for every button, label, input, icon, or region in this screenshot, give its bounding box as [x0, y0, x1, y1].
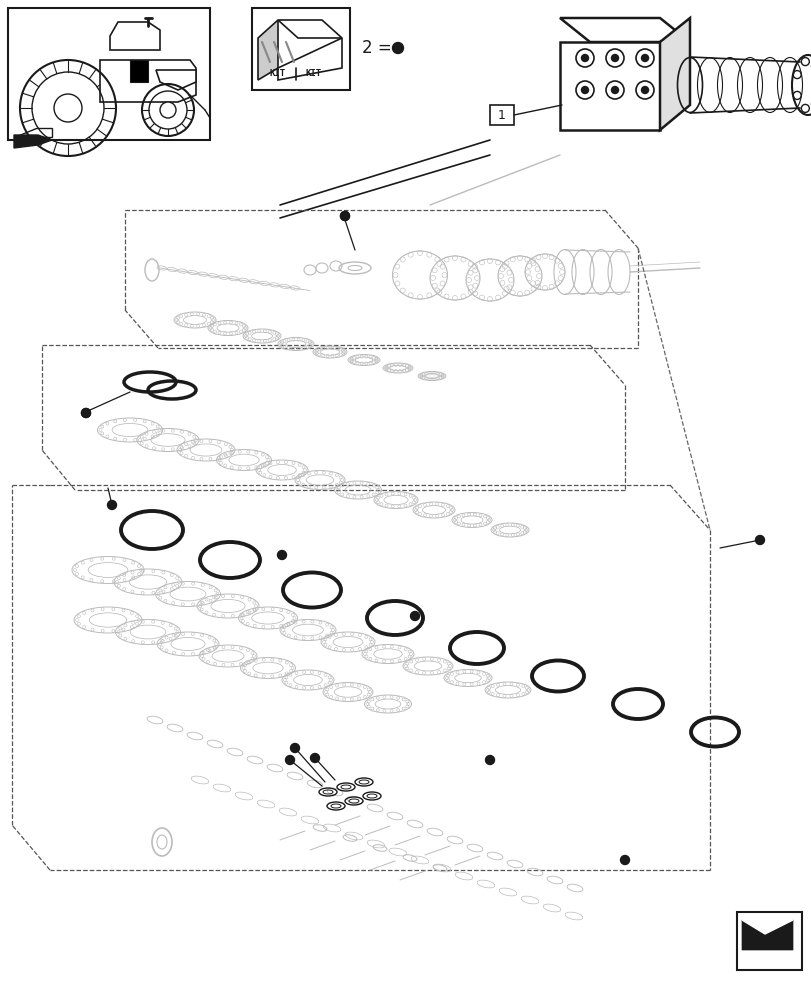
Polygon shape — [156, 70, 195, 90]
Circle shape — [611, 87, 618, 94]
Polygon shape — [14, 135, 52, 148]
Circle shape — [290, 743, 299, 752]
Bar — [8, 8, 210, 140]
Bar — [489, 105, 513, 125]
Polygon shape — [659, 18, 689, 130]
Circle shape — [754, 536, 764, 544]
Circle shape — [54, 94, 82, 122]
Text: KIT: KIT — [306, 69, 322, 78]
Text: 2 =: 2 = — [362, 39, 391, 57]
Polygon shape — [258, 20, 277, 80]
Circle shape — [581, 55, 588, 62]
Circle shape — [392, 42, 403, 54]
Polygon shape — [741, 920, 792, 934]
Bar — [130, 60, 148, 82]
Polygon shape — [100, 60, 195, 102]
Circle shape — [641, 55, 648, 62]
Circle shape — [641, 87, 648, 94]
Circle shape — [620, 855, 629, 864]
Circle shape — [410, 611, 419, 620]
Bar — [736, 912, 801, 970]
Circle shape — [340, 212, 349, 221]
Circle shape — [277, 550, 286, 560]
Polygon shape — [560, 18, 689, 42]
Polygon shape — [277, 38, 341, 80]
Polygon shape — [560, 42, 659, 130]
Bar — [251, 8, 350, 90]
Circle shape — [310, 754, 319, 762]
Circle shape — [581, 87, 588, 94]
Circle shape — [160, 102, 176, 118]
Circle shape — [81, 408, 90, 418]
Circle shape — [340, 212, 349, 221]
Circle shape — [107, 500, 116, 510]
Circle shape — [81, 408, 90, 418]
Polygon shape — [277, 20, 341, 38]
Polygon shape — [14, 128, 52, 137]
Circle shape — [285, 756, 294, 764]
Circle shape — [485, 756, 494, 764]
Circle shape — [611, 55, 618, 62]
Polygon shape — [741, 920, 792, 950]
Text: 1: 1 — [497, 109, 505, 122]
Polygon shape — [109, 22, 160, 50]
Text: KIT: KIT — [269, 69, 285, 78]
